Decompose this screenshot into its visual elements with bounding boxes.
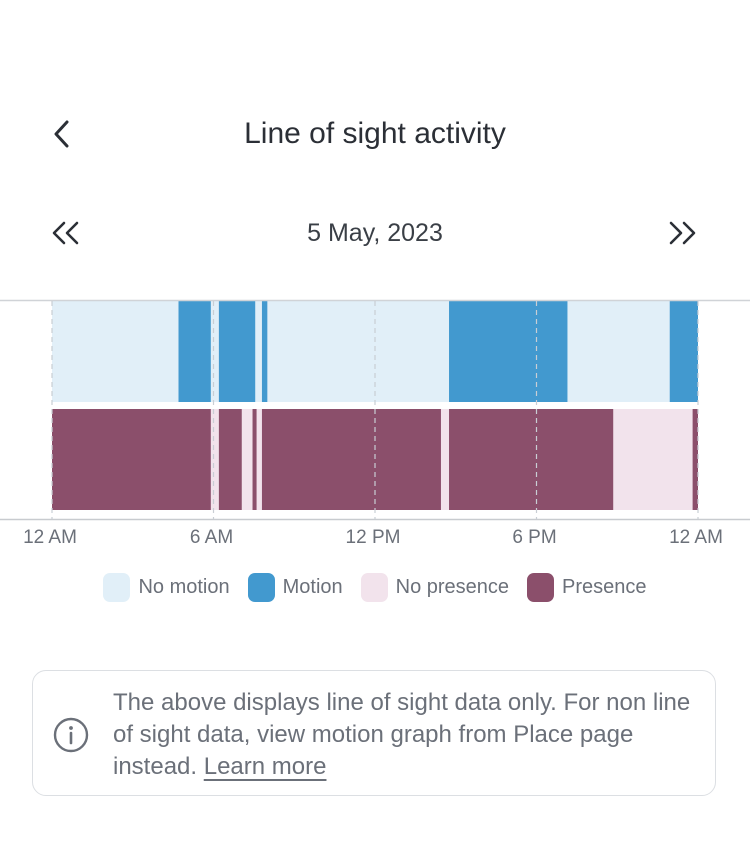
chevron-left-icon (54, 120, 69, 148)
back-button[interactable] (40, 114, 84, 158)
timeline-row-1-segment-1 (178, 301, 211, 402)
legend-swatch-no-motion (103, 572, 131, 602)
x-tick-label-1: 12 AM (23, 527, 77, 548)
timeline-row-1-segment-4 (449, 301, 568, 402)
timeline-row-1-segment-2 (218, 301, 256, 402)
timeline-row-2-segment-2 (218, 409, 242, 510)
legend-item-presence: Presence (527, 572, 647, 602)
legend-label-presence: Presence (562, 575, 647, 598)
double-chevron-left-icon (52, 221, 79, 245)
x-tick-label-4: 6 PM (512, 527, 556, 548)
legend-item-no-motion: No motion (103, 572, 230, 602)
date-navigator: 5 May, 2023 (0, 210, 750, 256)
timeline-row-2-segment-3 (252, 409, 257, 510)
legend-item-motion: Motion (247, 572, 343, 602)
timeline-row-1-segment-5 (669, 301, 698, 402)
activity-chart-svg: 12 AM 6 AM 12 PM 6 PM 12 AM (0, 299, 750, 548)
legend-label-no-motion: No motion (138, 575, 230, 598)
legend-label-no-presence: No presence (395, 575, 510, 598)
legend-item-no-presence: No presence (360, 572, 510, 602)
legend-swatch-presence (527, 572, 555, 602)
legend-swatch-motion (247, 572, 275, 602)
double-chevron-right-icon (669, 221, 696, 245)
x-tick-label-2: 6 AM (190, 527, 233, 548)
previous-day-button[interactable] (44, 212, 88, 256)
timeline-row-2-segment-5 (449, 409, 614, 510)
next-day-button[interactable] (660, 212, 704, 256)
timeline-row-2-segment-4 (261, 409, 441, 510)
info-notice: The above displays line of sight data on… (32, 670, 716, 796)
page-title: Line of sight activity (244, 117, 506, 150)
info-icon (53, 717, 89, 753)
x-tick-label-3: 12 PM (346, 527, 401, 548)
header: Line of sight activity (0, 100, 750, 170)
activity-chart: 12 AM 6 AM 12 PM 6 PM 12 AM (0, 290, 750, 560)
info-text: The above displays line of sight data on… (113, 687, 693, 783)
timeline-row-2-segment-1 (52, 409, 211, 510)
learn-more-link[interactable]: Learn more (203, 753, 327, 780)
legend: No motion Motion No presence Presence (0, 570, 750, 604)
x-tick-label-5: 12 AM (669, 527, 723, 548)
info-message: The above displays line of sight data on… (113, 689, 691, 780)
timeline-row-1-segment-3 (261, 301, 268, 402)
legend-label-motion: Motion (282, 575, 343, 598)
timeline-row-2-segment-6 (692, 409, 698, 510)
date-label: 5 May, 2023 (307, 219, 443, 247)
legend-swatch-no-presence (360, 572, 388, 602)
